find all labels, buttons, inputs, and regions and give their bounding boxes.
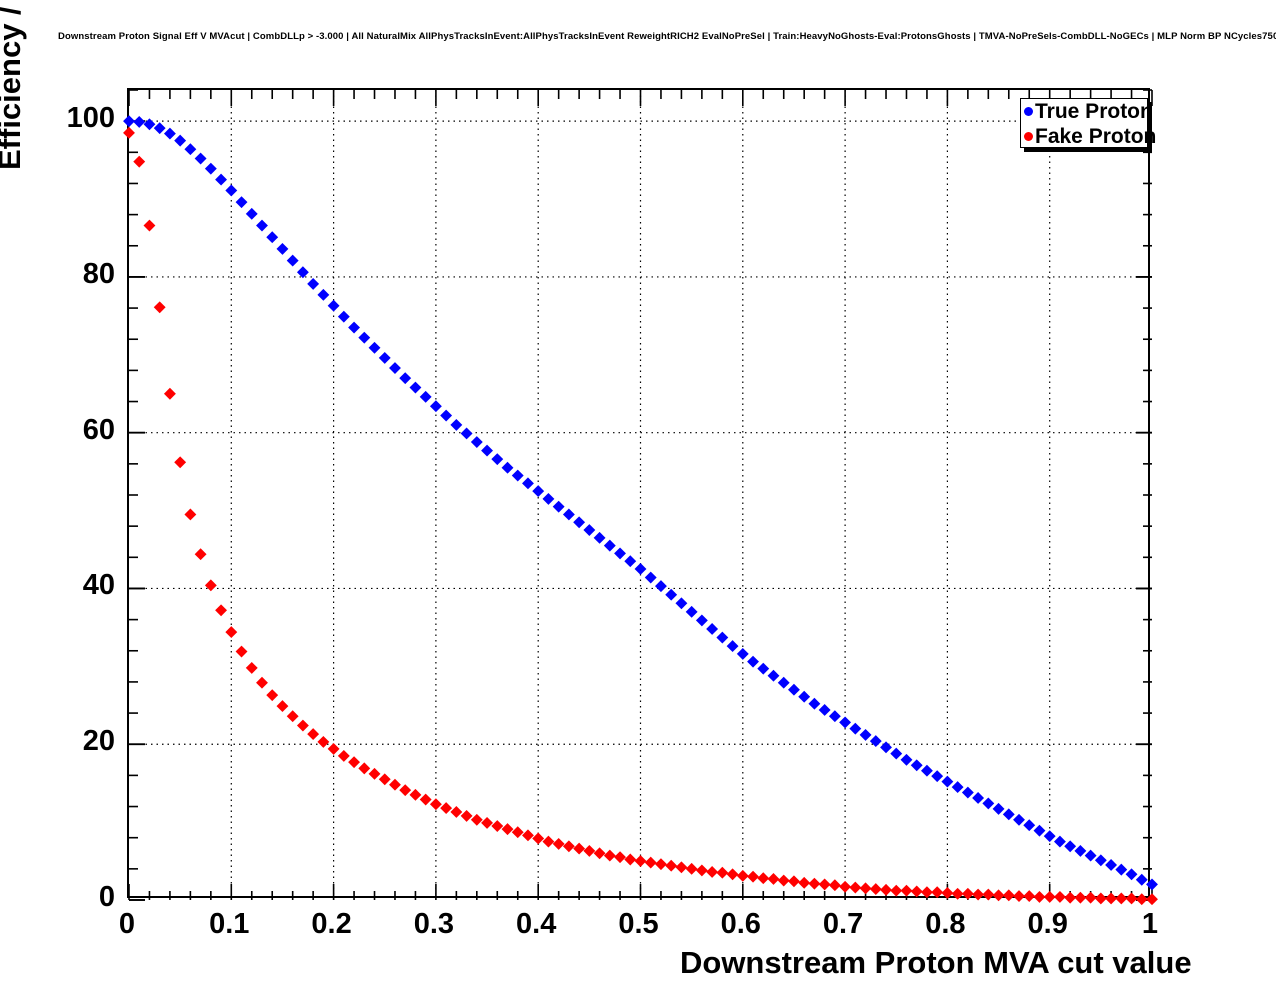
x-tick-label: 1 (1141, 908, 1159, 940)
y-tick-label: 20 (82, 725, 115, 758)
legend-item-true-proton[interactable]: True Proton (1021, 99, 1153, 124)
plot-area (123, 89, 1158, 906)
y-tick-label: 60 (82, 413, 115, 446)
legend[interactable]: True Proton Fake Proton (1020, 98, 1156, 149)
x-tick-label: 0.1 (209, 908, 250, 940)
series-true-proton (123, 115, 1158, 891)
y-tick-label: 100 (66, 102, 115, 135)
x-tick-label: 0.7 (822, 908, 864, 940)
legend-marker-icon (1024, 107, 1033, 116)
grid-lines (129, 90, 1152, 900)
legend-label: Fake Proton (1035, 125, 1157, 148)
plot-frame (123, 88, 1158, 906)
x-axis-title: Downstream Proton MVA cut value (680, 945, 1192, 980)
x-tick-label: 0.3 (413, 908, 455, 940)
x-tick-label: 0.2 (311, 908, 352, 940)
y-tick-label: 0 (98, 881, 115, 913)
y-tick-label: 80 (82, 257, 115, 290)
legend-marker-icon (1024, 132, 1033, 141)
y-tick-label: 40 (82, 569, 115, 602)
legend-label: True Proton (1035, 100, 1153, 123)
x-tick-label: 0.5 (618, 908, 659, 940)
legend-item-fake-proton[interactable]: Fake Proton (1021, 124, 1156, 149)
series-fake-proton (123, 126, 1158, 906)
page-title: Downstream Proton Signal Eff V MVAcut | … (58, 31, 1276, 42)
x-tick-label: 0 (118, 908, 136, 940)
y-axis-title: Efficiency / % (0, 0, 27, 170)
x-tick-label: 0.6 (720, 908, 761, 940)
x-tick-label: 0.8 (925, 908, 966, 940)
data-series-layer (123, 115, 1158, 906)
x-tick-label: 0.4 (516, 908, 557, 940)
x-tick-label: 0.9 (1027, 908, 1068, 940)
